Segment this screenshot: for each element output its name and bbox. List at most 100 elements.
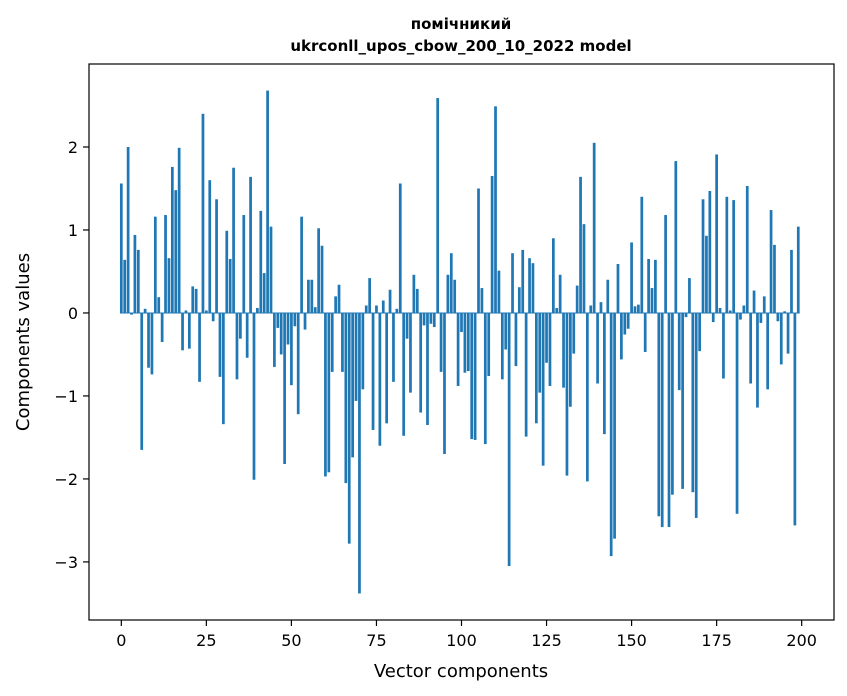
bar (198, 312, 201, 382)
bar (773, 244, 776, 313)
bar (432, 312, 436, 328)
bar (643, 312, 647, 352)
bar (252, 312, 256, 480)
x-tick-label: 25 (196, 631, 216, 650)
bar (558, 274, 562, 313)
bar (671, 312, 674, 495)
bar (654, 259, 657, 313)
bar (307, 279, 310, 313)
bar (705, 235, 708, 313)
bar (119, 183, 123, 313)
bar (181, 312, 184, 351)
bar (201, 113, 205, 313)
bar (500, 312, 504, 380)
bar (759, 312, 763, 323)
y-tick-label: 1 (68, 221, 78, 240)
bar (722, 312, 725, 379)
bar (660, 312, 664, 528)
bar (460, 312, 463, 333)
bar (466, 312, 470, 372)
bar (715, 154, 718, 313)
bar (211, 312, 215, 322)
bar (650, 288, 654, 313)
bar (623, 312, 627, 335)
bar (691, 312, 695, 493)
y-tick-label: −1 (54, 387, 78, 406)
bar (388, 289, 392, 313)
bar (575, 285, 579, 313)
bar (133, 234, 137, 313)
bar (541, 312, 545, 466)
bar (664, 215, 667, 313)
bar (728, 310, 732, 313)
bar (790, 249, 793, 313)
bar (596, 312, 599, 384)
bar (483, 312, 487, 445)
bar (419, 312, 423, 413)
bar (327, 312, 331, 473)
bar (681, 312, 684, 489)
bar (521, 249, 525, 313)
bar (603, 312, 606, 435)
bar (752, 290, 756, 313)
y-axis-ticks: 2 1 0 −1 −2 −3 (54, 138, 89, 572)
bar (191, 286, 195, 313)
bar (160, 312, 164, 342)
bar (361, 312, 365, 390)
bar (130, 312, 133, 315)
bar (439, 312, 443, 372)
bar (259, 210, 263, 313)
bar (572, 312, 576, 354)
x-tick-label: 50 (281, 631, 301, 650)
bar (392, 312, 395, 382)
bar (235, 312, 239, 380)
bar (164, 215, 167, 313)
bar (504, 312, 508, 350)
x-tick-label: 100 (446, 631, 477, 650)
bar (225, 230, 229, 313)
bar (470, 312, 474, 440)
bar (796, 226, 800, 313)
bar (739, 312, 742, 320)
x-tick-label: 125 (531, 631, 562, 650)
bar (239, 312, 242, 339)
bars-group (119, 90, 800, 594)
bar (779, 312, 783, 365)
bar (174, 190, 178, 313)
bar (405, 312, 409, 339)
bar (545, 312, 548, 363)
bar (647, 259, 650, 313)
bar (609, 312, 613, 557)
bar (341, 312, 344, 372)
bar (586, 312, 589, 482)
bar (735, 312, 739, 514)
bar (262, 273, 266, 313)
bar (688, 278, 691, 313)
bar (126, 146, 130, 313)
bar (657, 312, 661, 517)
bar (303, 312, 307, 330)
bar (286, 312, 290, 345)
bar (725, 196, 729, 313)
bar (402, 312, 406, 436)
bar (555, 307, 559, 313)
bar (170, 166, 174, 313)
bar (157, 297, 161, 313)
bar (633, 306, 637, 313)
bar (613, 312, 616, 539)
x-tick-label: 200 (786, 631, 817, 650)
y-tick-label: 2 (68, 138, 78, 157)
bar (511, 253, 514, 313)
bar (640, 196, 644, 313)
bar (565, 312, 569, 476)
bar (184, 310, 188, 313)
bar (334, 296, 337, 313)
bar (368, 278, 372, 313)
bar (276, 312, 280, 328)
bar (266, 90, 269, 313)
bar (371, 312, 375, 430)
x-axis-label: Vector components (374, 661, 548, 682)
bar (507, 312, 511, 567)
bar (446, 274, 450, 313)
